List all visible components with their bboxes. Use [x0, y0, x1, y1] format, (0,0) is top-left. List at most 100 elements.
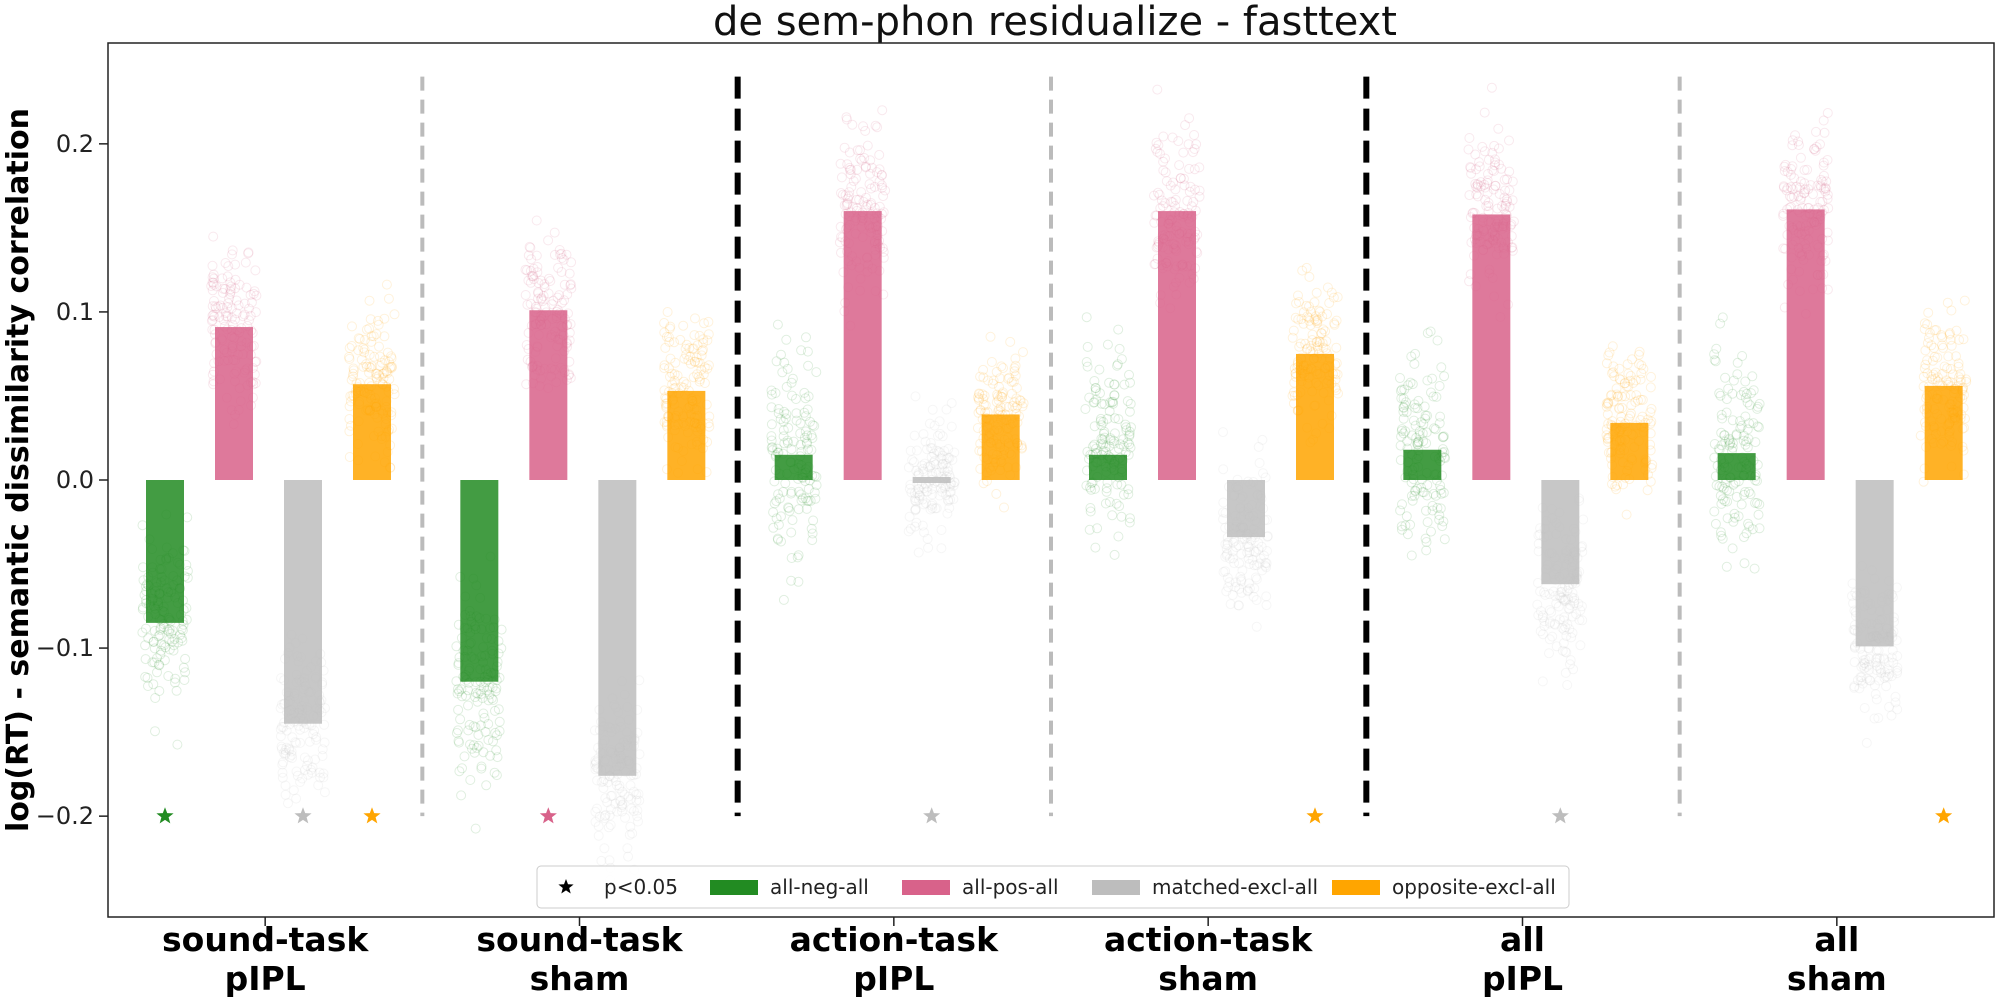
jitter-point — [473, 729, 484, 740]
jitter-point — [1437, 431, 1448, 442]
jitter-point — [1961, 374, 1972, 385]
jitter-point — [929, 420, 940, 431]
jitter-point — [930, 459, 941, 470]
jitter-point — [490, 705, 500, 716]
jitter-point — [1859, 658, 1870, 669]
jitter-point — [939, 446, 950, 456]
jitter-point — [662, 307, 673, 317]
jitter-point — [1880, 671, 1891, 682]
jitter-point — [839, 200, 850, 211]
jitter-point — [1222, 572, 1233, 583]
jitter-point — [1820, 183, 1831, 193]
jitter-point — [610, 776, 621, 787]
jitter-point — [1859, 657, 1870, 668]
jitter-point — [1820, 186, 1831, 197]
jitter-point — [1096, 398, 1107, 409]
jitter-point — [230, 259, 241, 270]
jitter-point — [217, 273, 228, 284]
jitter-point — [207, 272, 218, 283]
bar-all-neg-all-5 — [1717, 453, 1756, 480]
jitter-point — [231, 295, 242, 306]
group-label-line1: sound-task — [162, 920, 369, 959]
jitter-point — [1565, 655, 1576, 666]
jitter-point — [1816, 182, 1827, 193]
jitter-point — [281, 725, 292, 736]
jitter-point — [1112, 360, 1122, 371]
jitter-point — [386, 353, 397, 364]
jitter-point — [975, 405, 986, 416]
jitter-point — [869, 181, 880, 192]
jitter-point — [1793, 191, 1804, 202]
jitter-point — [1304, 301, 1314, 312]
jitter-point — [598, 776, 609, 787]
jitter-point — [845, 164, 856, 175]
jitter-point — [319, 787, 330, 798]
jitter-point — [631, 795, 642, 806]
jitter-point — [1946, 340, 1957, 351]
jitter-point — [277, 772, 288, 783]
jitter-point — [344, 452, 355, 462]
jitter-point — [1606, 389, 1617, 400]
jitter-point — [1489, 140, 1500, 151]
jitter-point — [1744, 418, 1755, 429]
jitter-point — [1869, 680, 1880, 691]
jitter-point — [1504, 201, 1515, 212]
jitter-point — [690, 313, 700, 324]
jitter-point — [1637, 394, 1648, 405]
jitter-point — [978, 364, 989, 375]
jitter-point — [664, 363, 674, 374]
jitter-point — [1483, 169, 1493, 179]
jitter-point — [207, 285, 218, 296]
jitter-point — [1817, 176, 1828, 187]
jitter-point — [1407, 430, 1418, 441]
jitter-point — [1109, 390, 1120, 401]
jitter-point — [1614, 374, 1625, 385]
jitter-point — [281, 742, 292, 753]
jitter-point — [376, 357, 387, 368]
jitter-point — [927, 489, 938, 500]
jitter-point — [486, 693, 497, 704]
jitter-point — [481, 780, 492, 791]
jitter-point — [1218, 464, 1229, 475]
jitter-point — [1096, 420, 1107, 431]
jitter-point — [244, 315, 254, 326]
jitter-point — [1244, 547, 1255, 558]
jitter-point — [209, 296, 219, 306]
legend-swatch — [902, 880, 950, 895]
jitter-point — [159, 655, 170, 666]
jitter-point — [1235, 571, 1246, 582]
jitter-point — [1174, 160, 1185, 171]
jitter-point — [935, 429, 946, 439]
jitter-point — [1150, 143, 1161, 154]
jitter-point — [1432, 335, 1443, 346]
jitter-point — [600, 793, 611, 804]
jitter-point — [1557, 592, 1567, 603]
jitter-point — [941, 454, 952, 465]
jitter-point — [620, 812, 630, 823]
jitter-point — [1082, 446, 1093, 457]
jitter-point — [991, 397, 1002, 408]
jitter-point — [456, 684, 467, 695]
jitter-point — [935, 483, 946, 494]
jitter-point — [1116, 511, 1127, 522]
jitter-point — [1101, 483, 1112, 494]
jitter-point — [1107, 396, 1118, 407]
jitter-point — [1244, 583, 1255, 594]
jitter-point — [286, 750, 297, 761]
jitter-point — [547, 299, 557, 310]
jitter-point — [1871, 665, 1882, 676]
jitter-point — [1477, 141, 1488, 152]
jitter-point — [477, 693, 488, 703]
jitter-point — [1081, 480, 1092, 491]
jitter-point — [1220, 551, 1231, 562]
jitter-point — [1886, 710, 1897, 721]
jitter-point — [1184, 163, 1195, 174]
jitter-point — [801, 437, 812, 448]
legend-swatch — [1332, 880, 1380, 895]
jitter-point — [633, 816, 643, 827]
jitter-point — [1537, 676, 1548, 687]
jitter-point — [1328, 292, 1339, 303]
jitter-point — [244, 303, 254, 314]
jitter-point — [702, 335, 713, 346]
jitter-point — [802, 404, 813, 415]
